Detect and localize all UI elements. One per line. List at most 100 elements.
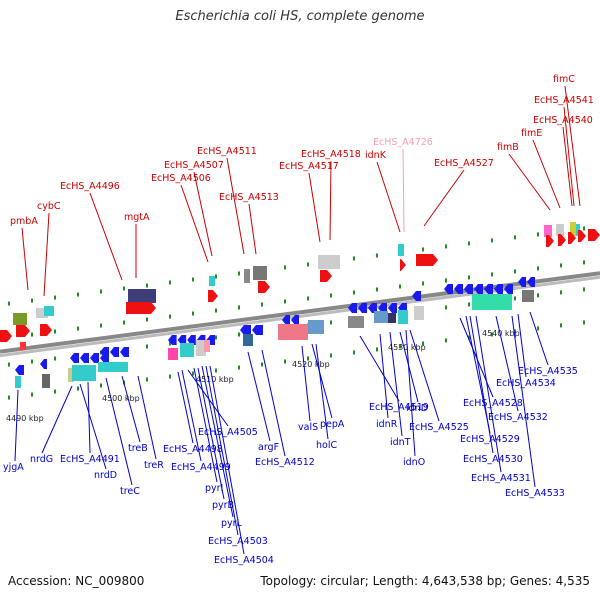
gene-label-top: EcHS_A4496 — [60, 181, 120, 192]
leader-line — [315, 343, 329, 440]
map-title: Escherichia coli HS, complete genome — [175, 9, 425, 24]
gene-label-bottom: EcHS_A4535 — [518, 366, 578, 377]
gene-block-bottom — [15, 376, 21, 388]
gene-label-bottom: EcHS_A4504 — [214, 555, 274, 566]
gene-block-top — [244, 269, 250, 283]
scale-tick — [238, 332, 240, 337]
gene-label-bottom: EcHS_A4531 — [471, 473, 531, 484]
scale-tick — [353, 256, 355, 261]
leader-line — [423, 169, 465, 227]
scale-tick — [192, 371, 194, 376]
scale-tick — [445, 244, 447, 249]
scale-tick — [54, 295, 56, 300]
leader-line — [177, 371, 194, 444]
leader-line — [563, 106, 575, 207]
gene-label-top: EcHS_A4527 — [434, 158, 494, 169]
scale-tick — [77, 292, 79, 297]
leader-line — [562, 126, 573, 207]
scale-tick — [100, 323, 102, 328]
scale-tick — [31, 392, 33, 397]
scale-tick — [77, 386, 79, 391]
scale-tick — [307, 296, 309, 301]
scale-tick — [514, 296, 516, 301]
gene-block-bottom — [414, 306, 424, 320]
scale-tick — [169, 341, 171, 346]
gene-arrow-reverse — [454, 284, 463, 294]
leader-line — [201, 365, 234, 518]
gene-label-top: EcHS_A4540 — [533, 115, 593, 126]
scale-tick — [330, 293, 332, 298]
leader-line — [105, 377, 133, 486]
scale-tick — [169, 314, 171, 319]
gene-label-bottom: EcHS_A4503 — [208, 536, 268, 547]
leader-line — [301, 345, 311, 422]
gene-arrow-reverse — [388, 303, 397, 313]
gene-label-bottom: nrdG — [30, 454, 53, 465]
leader-line — [376, 161, 401, 233]
gene-label-bottom: argF — [258, 442, 279, 453]
gene-arrow-reverse — [40, 359, 47, 369]
leader-line — [21, 227, 29, 291]
gene-label-bottom: yjgA — [3, 462, 24, 473]
scale-tick — [445, 305, 447, 310]
gene-arrow-reverse — [474, 284, 483, 294]
gene-label-bottom: EcHS_A4532 — [488, 412, 548, 423]
leader-line — [121, 375, 141, 443]
scale-tick — [77, 326, 79, 331]
gene-label-bottom: idnO — [403, 457, 425, 468]
gene-label-bottom: pyrI — [205, 483, 223, 494]
scale-tick — [468, 302, 470, 307]
gene-label-top: EcHS_A4511 — [197, 146, 257, 157]
gene-arrow-reverse — [291, 315, 299, 325]
scale-tick — [422, 281, 424, 286]
scale-tick — [215, 274, 217, 279]
gene-arrow-reverse — [358, 303, 367, 313]
scale-tick — [123, 320, 125, 325]
leader-line — [193, 367, 218, 483]
leader-line — [475, 315, 502, 473]
gene-block-bottom — [68, 368, 74, 382]
gene-arrow-forward — [16, 325, 30, 337]
gene-block-bottom — [308, 320, 324, 334]
leader-line — [495, 315, 519, 412]
scale-tick — [215, 308, 217, 313]
leader-line — [329, 160, 332, 241]
scale-tick — [468, 275, 470, 280]
scale-tick — [169, 374, 171, 379]
gene-arrow-reverse — [412, 291, 421, 301]
leader-line — [469, 315, 494, 454]
scale-tick — [100, 383, 102, 388]
gene-label-top: EcHS_A4517 — [279, 161, 339, 172]
scale-tick — [8, 301, 10, 306]
gene-block-top — [544, 225, 552, 237]
leader-line — [379, 333, 389, 419]
scale-tick — [445, 278, 447, 283]
scale-tick — [560, 323, 562, 328]
scale-tick — [583, 287, 585, 292]
gene-label-top: cybC — [37, 201, 61, 212]
scale-tick — [261, 362, 263, 367]
gene-arrow-reverse — [527, 277, 535, 287]
gene-label-bottom: EcHS_A4512 — [255, 457, 315, 468]
scale-tick — [215, 335, 217, 340]
leader-line — [564, 85, 581, 207]
gene-arrow-reverse — [464, 284, 473, 294]
leader-line — [532, 139, 561, 209]
scale-tick — [537, 293, 539, 298]
gene-arrow-reverse — [444, 284, 453, 294]
gene-block-bottom — [42, 374, 50, 388]
scale-tick — [491, 238, 493, 243]
leader-line — [248, 203, 257, 255]
gene-label-bottom: idnT — [390, 437, 411, 448]
gene-label-top: pmbA — [10, 216, 38, 227]
gene-block-bottom — [196, 340, 206, 356]
gene-arrow-forward — [126, 302, 156, 314]
gene-label-top: EcHS_A4541 — [534, 95, 594, 106]
scale-tick — [583, 226, 585, 231]
scale-tick — [445, 338, 447, 343]
gene-block-bottom — [472, 294, 512, 310]
gene-arrow-reverse — [110, 347, 119, 357]
gene-label-top: EcHS_A4506 — [151, 173, 211, 184]
gene-arrow-reverse — [120, 347, 129, 357]
